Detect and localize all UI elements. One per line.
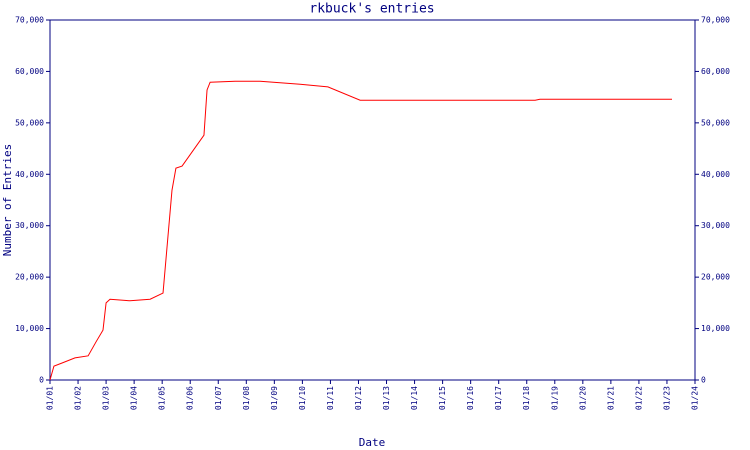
y2-tick-label: 60,000: [701, 67, 730, 76]
x-tick-label: 01/16: [466, 386, 475, 410]
x-tick-label: 01/01: [46, 386, 55, 410]
x-tick-label: 01/14: [410, 386, 419, 410]
x-tick-label: 01/13: [382, 386, 391, 410]
y-tick-label: 50,000: [15, 118, 44, 127]
x-tick-label: 01/23: [662, 386, 671, 410]
y-tick-label: 60,000: [15, 67, 44, 76]
y2-tick-label: 10,000: [701, 324, 730, 333]
x-tick-label: 01/18: [522, 386, 531, 410]
plot-frame: [49, 19, 696, 381]
x-tick-label: 01/21: [606, 386, 615, 410]
y2-tick-label: 30,000: [701, 221, 730, 230]
y-tick-label: 10,000: [15, 324, 44, 333]
y2-tick-label: 20,000: [701, 273, 730, 282]
y-tick-label: 40,000: [15, 170, 44, 179]
y-tick-label: 0: [39, 376, 44, 385]
x-tick-label: 01/02: [74, 386, 83, 410]
x-axis-label: Date: [359, 436, 386, 449]
y2-tick-label: 70,000: [701, 16, 730, 25]
y-axis-label: Number of Entries: [1, 144, 14, 257]
x-tick-label: 01/04: [130, 386, 139, 410]
x-tick-label: 01/19: [550, 386, 559, 410]
y2-tick-label: 50,000: [701, 118, 730, 127]
x-tick-label: 01/17: [494, 386, 503, 410]
x-tick-label: 01/12: [354, 386, 363, 410]
x-tick-label: 01/03: [102, 386, 111, 410]
x-tick-label: 01/08: [242, 386, 251, 410]
x-tick-label: 01/15: [438, 386, 447, 410]
chart-title: rkbuck's entries: [309, 2, 434, 17]
x-tick-label: 01/06: [186, 386, 195, 410]
x-tick-label: 01/24: [691, 386, 700, 410]
x-tick-label: 01/07: [214, 386, 223, 410]
y2-tick-label: 40,000: [701, 170, 730, 179]
y-tick-label: 70,000: [15, 16, 44, 25]
data-line: [49, 80, 672, 381]
y-tick-label: 30,000: [15, 221, 44, 230]
x-tick-label: 01/05: [158, 386, 167, 410]
y-tick-label: 20,000: [15, 273, 44, 282]
x-tick-label: 01/20: [578, 386, 587, 410]
x-tick-label: 01/22: [634, 386, 643, 410]
x-tick-label: 01/11: [326, 386, 335, 410]
y2-tick-label: 0: [701, 376, 706, 385]
x-tick-label: 01/09: [270, 386, 279, 410]
x-tick-label: 01/10: [298, 386, 307, 410]
